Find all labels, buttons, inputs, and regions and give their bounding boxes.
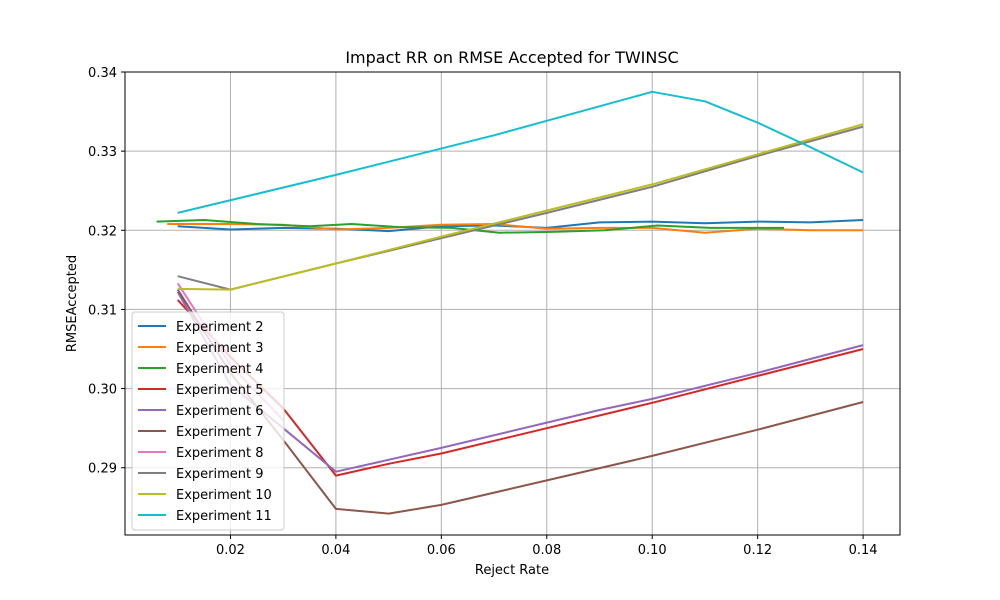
plot-area-frame	[124, 71, 901, 536]
y-tick-label: 0.31	[88, 303, 117, 318]
legend-label: Experiment 11	[176, 509, 272, 524]
x-tick-label: 0.02	[216, 543, 245, 558]
legend-label: Experiment 3	[176, 341, 264, 356]
chart-title: Impact RR on RMSE Accepted for TWINSC	[345, 48, 678, 67]
x-tick-label: 0.12	[743, 543, 772, 558]
x-axis-label: Reject Rate	[475, 563, 549, 578]
series-line-experiment-10	[177, 123, 864, 291]
axis-ticks: 0.02 0.04 0.06 0.08 0.10 0.12 0.14 0.29 0.30 0.31…	[88, 66, 878, 558]
y-tick-label: 0.29	[88, 462, 117, 477]
y-tick-label: 0.30	[88, 383, 117, 398]
y-tick-label: 0.32	[88, 224, 117, 239]
legend-label: Experiment 2	[176, 320, 264, 335]
legend: Experiment 2 Experiment 3 Experiment 4 Expe…	[131, 311, 285, 531]
legend-label: Experiment 9	[176, 467, 264, 482]
series-line-experiment-11	[177, 90, 864, 214]
y-axis-label: RMSEAccepted	[65, 255, 80, 352]
legend-label: Experiment 10	[176, 488, 272, 503]
y-tick-label: 0.34	[88, 66, 117, 81]
legend-label: Experiment 5	[176, 383, 264, 398]
x-tick-label: 0.04	[321, 543, 350, 558]
legend-label: Experiment 4	[176, 362, 264, 377]
x-tick-label: 0.14	[849, 543, 878, 558]
legend-label: Experiment 8	[176, 446, 264, 461]
legend-label: Experiment 6	[176, 404, 264, 419]
y-tick-label: 0.33	[88, 145, 117, 160]
legend-box	[131, 311, 285, 531]
x-tick-label: 0.06	[427, 543, 456, 558]
legend-label: Experiment 7	[176, 425, 264, 440]
x-tick-label: 0.10	[638, 543, 667, 558]
x-tick-label: 0.08	[532, 543, 561, 558]
